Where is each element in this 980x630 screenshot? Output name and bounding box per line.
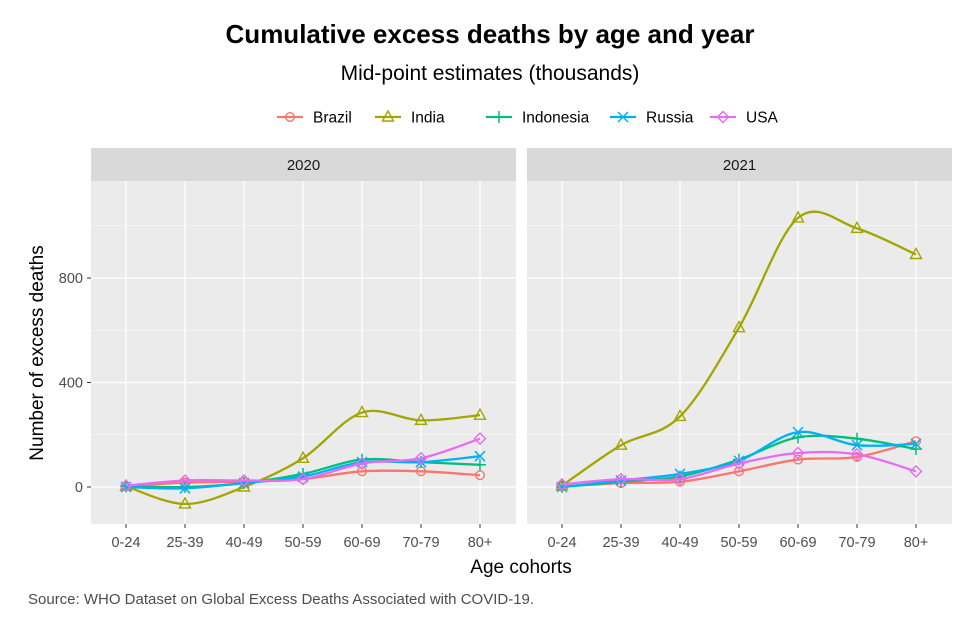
- legend-label: India: [411, 110, 445, 127]
- x-tick-label: 60-69: [779, 535, 816, 551]
- data-point: [178, 496, 192, 509]
- data-point: [614, 437, 628, 450]
- legend-label: Russia: [646, 110, 694, 127]
- facet-strip: [527, 148, 952, 181]
- series-usa: [119, 432, 487, 493]
- data-point: [555, 477, 569, 491]
- data-point: [473, 432, 487, 446]
- series-line: [561, 210, 917, 487]
- chart-subtitle: Mid-point estimates (thousands): [341, 62, 640, 85]
- legend-marker: [493, 111, 505, 123]
- legend-label: Brazil: [313, 110, 352, 127]
- data-point: [179, 482, 191, 494]
- x-tick-label: 70-79: [402, 535, 439, 551]
- x-tick-label: 0-24: [547, 535, 576, 551]
- data-point: [357, 466, 368, 477]
- series-line: [561, 450, 917, 486]
- legend-marker: [381, 109, 395, 122]
- data-point: [414, 451, 428, 465]
- data-point: [119, 479, 133, 493]
- series-line: [125, 409, 481, 506]
- data-point: [674, 470, 686, 483]
- data-point: [909, 247, 923, 260]
- data-point: [673, 472, 687, 486]
- x-tick-label: 80+: [904, 535, 929, 551]
- legend-item-india: India: [375, 110, 445, 127]
- series-line: [125, 437, 481, 487]
- chart-title: Cumulative excess deaths by age and year: [226, 19, 755, 49]
- series-russia: [556, 426, 922, 493]
- data-point: [793, 454, 804, 465]
- data-point: [414, 412, 428, 426]
- y-tick-label: 400: [59, 376, 83, 392]
- facet-strip: [91, 148, 516, 181]
- legend-marker: [285, 111, 296, 122]
- x-tick-label: 25-39: [602, 535, 639, 551]
- data-point: [237, 473, 251, 487]
- data-point: [732, 320, 746, 333]
- data-point: [910, 438, 922, 450]
- data-point: [909, 464, 923, 478]
- x-tick-label: 60-69: [343, 535, 380, 551]
- data-point: [475, 470, 486, 481]
- data-point: [850, 447, 864, 461]
- legend-item-usa: USA: [710, 110, 779, 127]
- data-point: [734, 466, 745, 477]
- facet-strip-label: 2021: [723, 157, 756, 174]
- data-point: [850, 220, 864, 234]
- data-point: [474, 458, 486, 471]
- data-point: [355, 456, 369, 470]
- x-tick-label: 50-59: [284, 535, 321, 551]
- x-tick-label: 70-79: [838, 535, 875, 551]
- data-point: [910, 443, 922, 456]
- x-tick-label: 80+: [468, 535, 493, 551]
- x-tick-label: 50-59: [720, 535, 757, 551]
- x-tick-label: 0-24: [111, 535, 140, 551]
- facet-panel-2021: 2021 0-24 25-39 40-49 50-59 60-69 70-79 80+: [527, 148, 952, 551]
- legend: Brazil India Indonesia Russia USA: [277, 110, 779, 127]
- facet-panel-2020: 2020 0-24 25-39 40-49 50-59 60-69 70-79 80+: [91, 148, 516, 551]
- data-point: [792, 431, 804, 444]
- data-point: [296, 450, 310, 463]
- legend-marker: [617, 111, 629, 123]
- data-point: [178, 473, 192, 487]
- facet-strip-label: 2020: [287, 157, 320, 174]
- data-point: [296, 472, 310, 486]
- legend-item-indonesia: Indonesia: [486, 110, 590, 127]
- x-tick-label: 25-39: [166, 535, 203, 551]
- y-tick-label: 0: [75, 480, 83, 496]
- legend-item-russia: Russia: [610, 110, 694, 127]
- legend-item-brazil: Brazil: [277, 110, 352, 127]
- series-india: [555, 210, 923, 491]
- data-point: [851, 439, 863, 451]
- data-point: [791, 210, 805, 223]
- data-point: [474, 450, 486, 462]
- x-tick-label: 40-49: [225, 535, 262, 551]
- x-tick-label: 40-49: [661, 535, 698, 551]
- legend-label: Indonesia: [522, 110, 590, 127]
- data-point: [851, 432, 863, 445]
- data-point: [792, 426, 804, 438]
- y-axis-label: Number of excess deaths: [27, 245, 48, 460]
- data-point: [673, 409, 687, 422]
- y-tick-label: 800: [59, 271, 83, 287]
- data-point: [614, 472, 628, 486]
- source-caption: Source: WHO Dataset on Global Excess Dea…: [28, 591, 534, 608]
- legend-marker: [716, 110, 730, 124]
- data-point: [355, 405, 369, 418]
- series-usa: [555, 446, 923, 491]
- x-axis-label: Age cohorts: [470, 557, 571, 578]
- data-point: [852, 451, 863, 462]
- data-point: [732, 456, 746, 470]
- y-axis: 0 400 800: [59, 271, 91, 496]
- legend-label: USA: [746, 110, 779, 127]
- data-point: [791, 446, 805, 460]
- data-point: [473, 407, 487, 420]
